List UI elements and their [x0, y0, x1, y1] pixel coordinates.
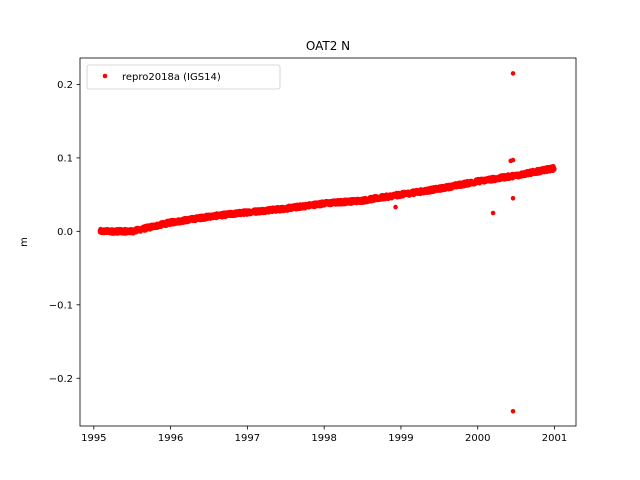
y-tick-label: −0.1: [49, 300, 73, 311]
x-tick-label: 1997: [235, 433, 260, 444]
x-tick-label: 1998: [311, 433, 336, 444]
x-axis: 1995 1996 1997 1998 1999 2000 2001: [81, 426, 567, 444]
x-tick-label: 2000: [465, 433, 490, 444]
data-point-outlier: [490, 210, 496, 216]
plot-frame: [79, 57, 577, 427]
chart-title: OAT2 N: [306, 39, 350, 53]
data-point: [552, 166, 557, 172]
x-tick-label: 2001: [542, 433, 567, 444]
legend-box: [86, 64, 281, 90]
data-point-outlier: [510, 71, 516, 76]
y-axis: −0.2 −0.1 0.0 0.1 0.2: [49, 80, 80, 385]
y-tick-label: 0.1: [57, 153, 73, 164]
data-point-outlier: [510, 409, 516, 414]
legend-marker: [102, 73, 108, 79]
x-tick-label: 1995: [81, 433, 106, 444]
x-tick-label: 1999: [388, 433, 413, 444]
x-tick-label: 1996: [158, 433, 183, 444]
data-point-outlier: [510, 157, 516, 163]
data-points: [97, 71, 557, 414]
data-point-outlier: [393, 204, 398, 210]
data-point-outlier: [510, 196, 516, 201]
y-tick-label: 0.0: [57, 227, 73, 238]
y-axis-label: m: [19, 237, 30, 247]
y-tick-label: 0.2: [57, 80, 73, 91]
legend-label: repro2018a (IGS14): [122, 72, 221, 83]
y-tick-label: −0.2: [49, 374, 73, 385]
legend: repro2018a (IGS14): [86, 64, 281, 90]
